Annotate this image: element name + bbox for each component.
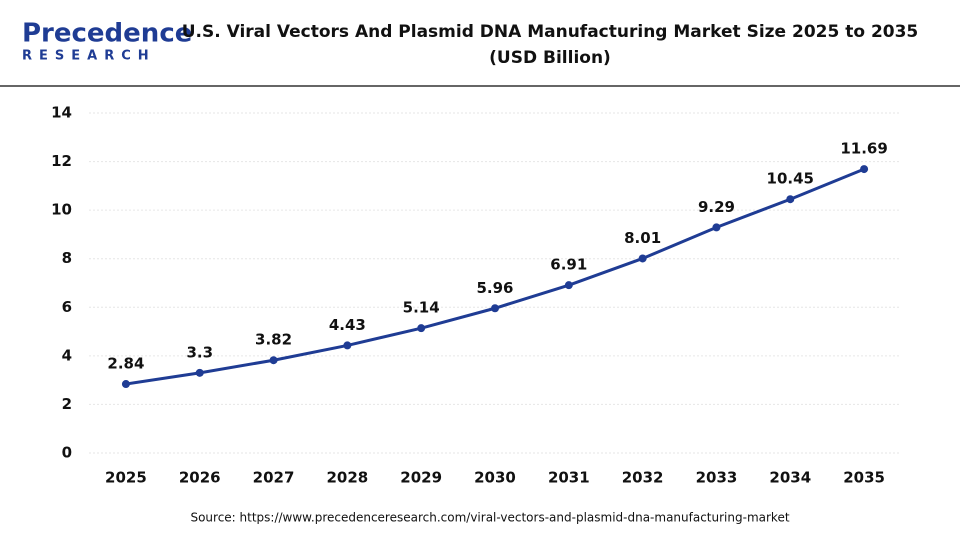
- y-tick-label: 2: [62, 395, 72, 413]
- point: [712, 223, 721, 232]
- x-tick-label: 2033: [696, 469, 738, 487]
- chart-subtitle: (USD Billion): [489, 48, 611, 68]
- point: [564, 281, 573, 290]
- logo-name: Precedence: [22, 19, 192, 49]
- x-tick-label: 2029: [400, 469, 442, 487]
- value-label: 3.3: [186, 343, 213, 361]
- value-label: 5.96: [476, 279, 513, 297]
- value-label: 11.69: [840, 140, 887, 158]
- value-label: 10.45: [767, 170, 814, 188]
- logo-tagline: RESEARCH: [22, 49, 156, 64]
- point: [638, 254, 647, 263]
- point: [343, 341, 352, 350]
- value-label: 5.14: [403, 299, 440, 317]
- value-label: 6.91: [550, 256, 587, 274]
- value-label: 9.29: [698, 198, 735, 216]
- y-tick-label: 6: [62, 298, 72, 316]
- point: [860, 165, 869, 174]
- x-tick-label: 2031: [548, 469, 590, 487]
- point: [269, 356, 278, 365]
- point: [417, 324, 426, 333]
- value-label: 8.01: [624, 229, 661, 247]
- point: [121, 380, 130, 389]
- y-tick-label: 12: [51, 152, 72, 170]
- x-tick-label: 2034: [769, 469, 811, 487]
- point: [195, 368, 204, 377]
- x-tick-label: 2027: [253, 469, 295, 487]
- x-tick-label: 2025: [105, 469, 147, 487]
- x-tick-label: 2030: [474, 469, 516, 487]
- value-label: 3.82: [255, 331, 292, 349]
- y-tick-label: 10: [51, 201, 72, 219]
- source: Source: https://www.precedenceresearch.c…: [190, 511, 789, 525]
- y-tick-label: 0: [62, 444, 72, 462]
- value-label: 2.84: [107, 355, 144, 373]
- x-tick-label: 2035: [843, 469, 885, 487]
- y-tick-label: 8: [62, 249, 72, 267]
- y-tick-label: 4: [62, 346, 72, 364]
- point: [491, 304, 499, 313]
- x-tick-label: 2032: [622, 469, 664, 487]
- chart-title: U.S. Viral Vectors And Plasmid DNA Manuf…: [182, 22, 919, 42]
- y-tick-label: 14: [51, 104, 72, 122]
- x-tick-label: 2028: [326, 469, 368, 487]
- x-tick-label: 2026: [179, 469, 221, 487]
- value-label: 4.43: [329, 316, 366, 334]
- point: [786, 195, 795, 204]
